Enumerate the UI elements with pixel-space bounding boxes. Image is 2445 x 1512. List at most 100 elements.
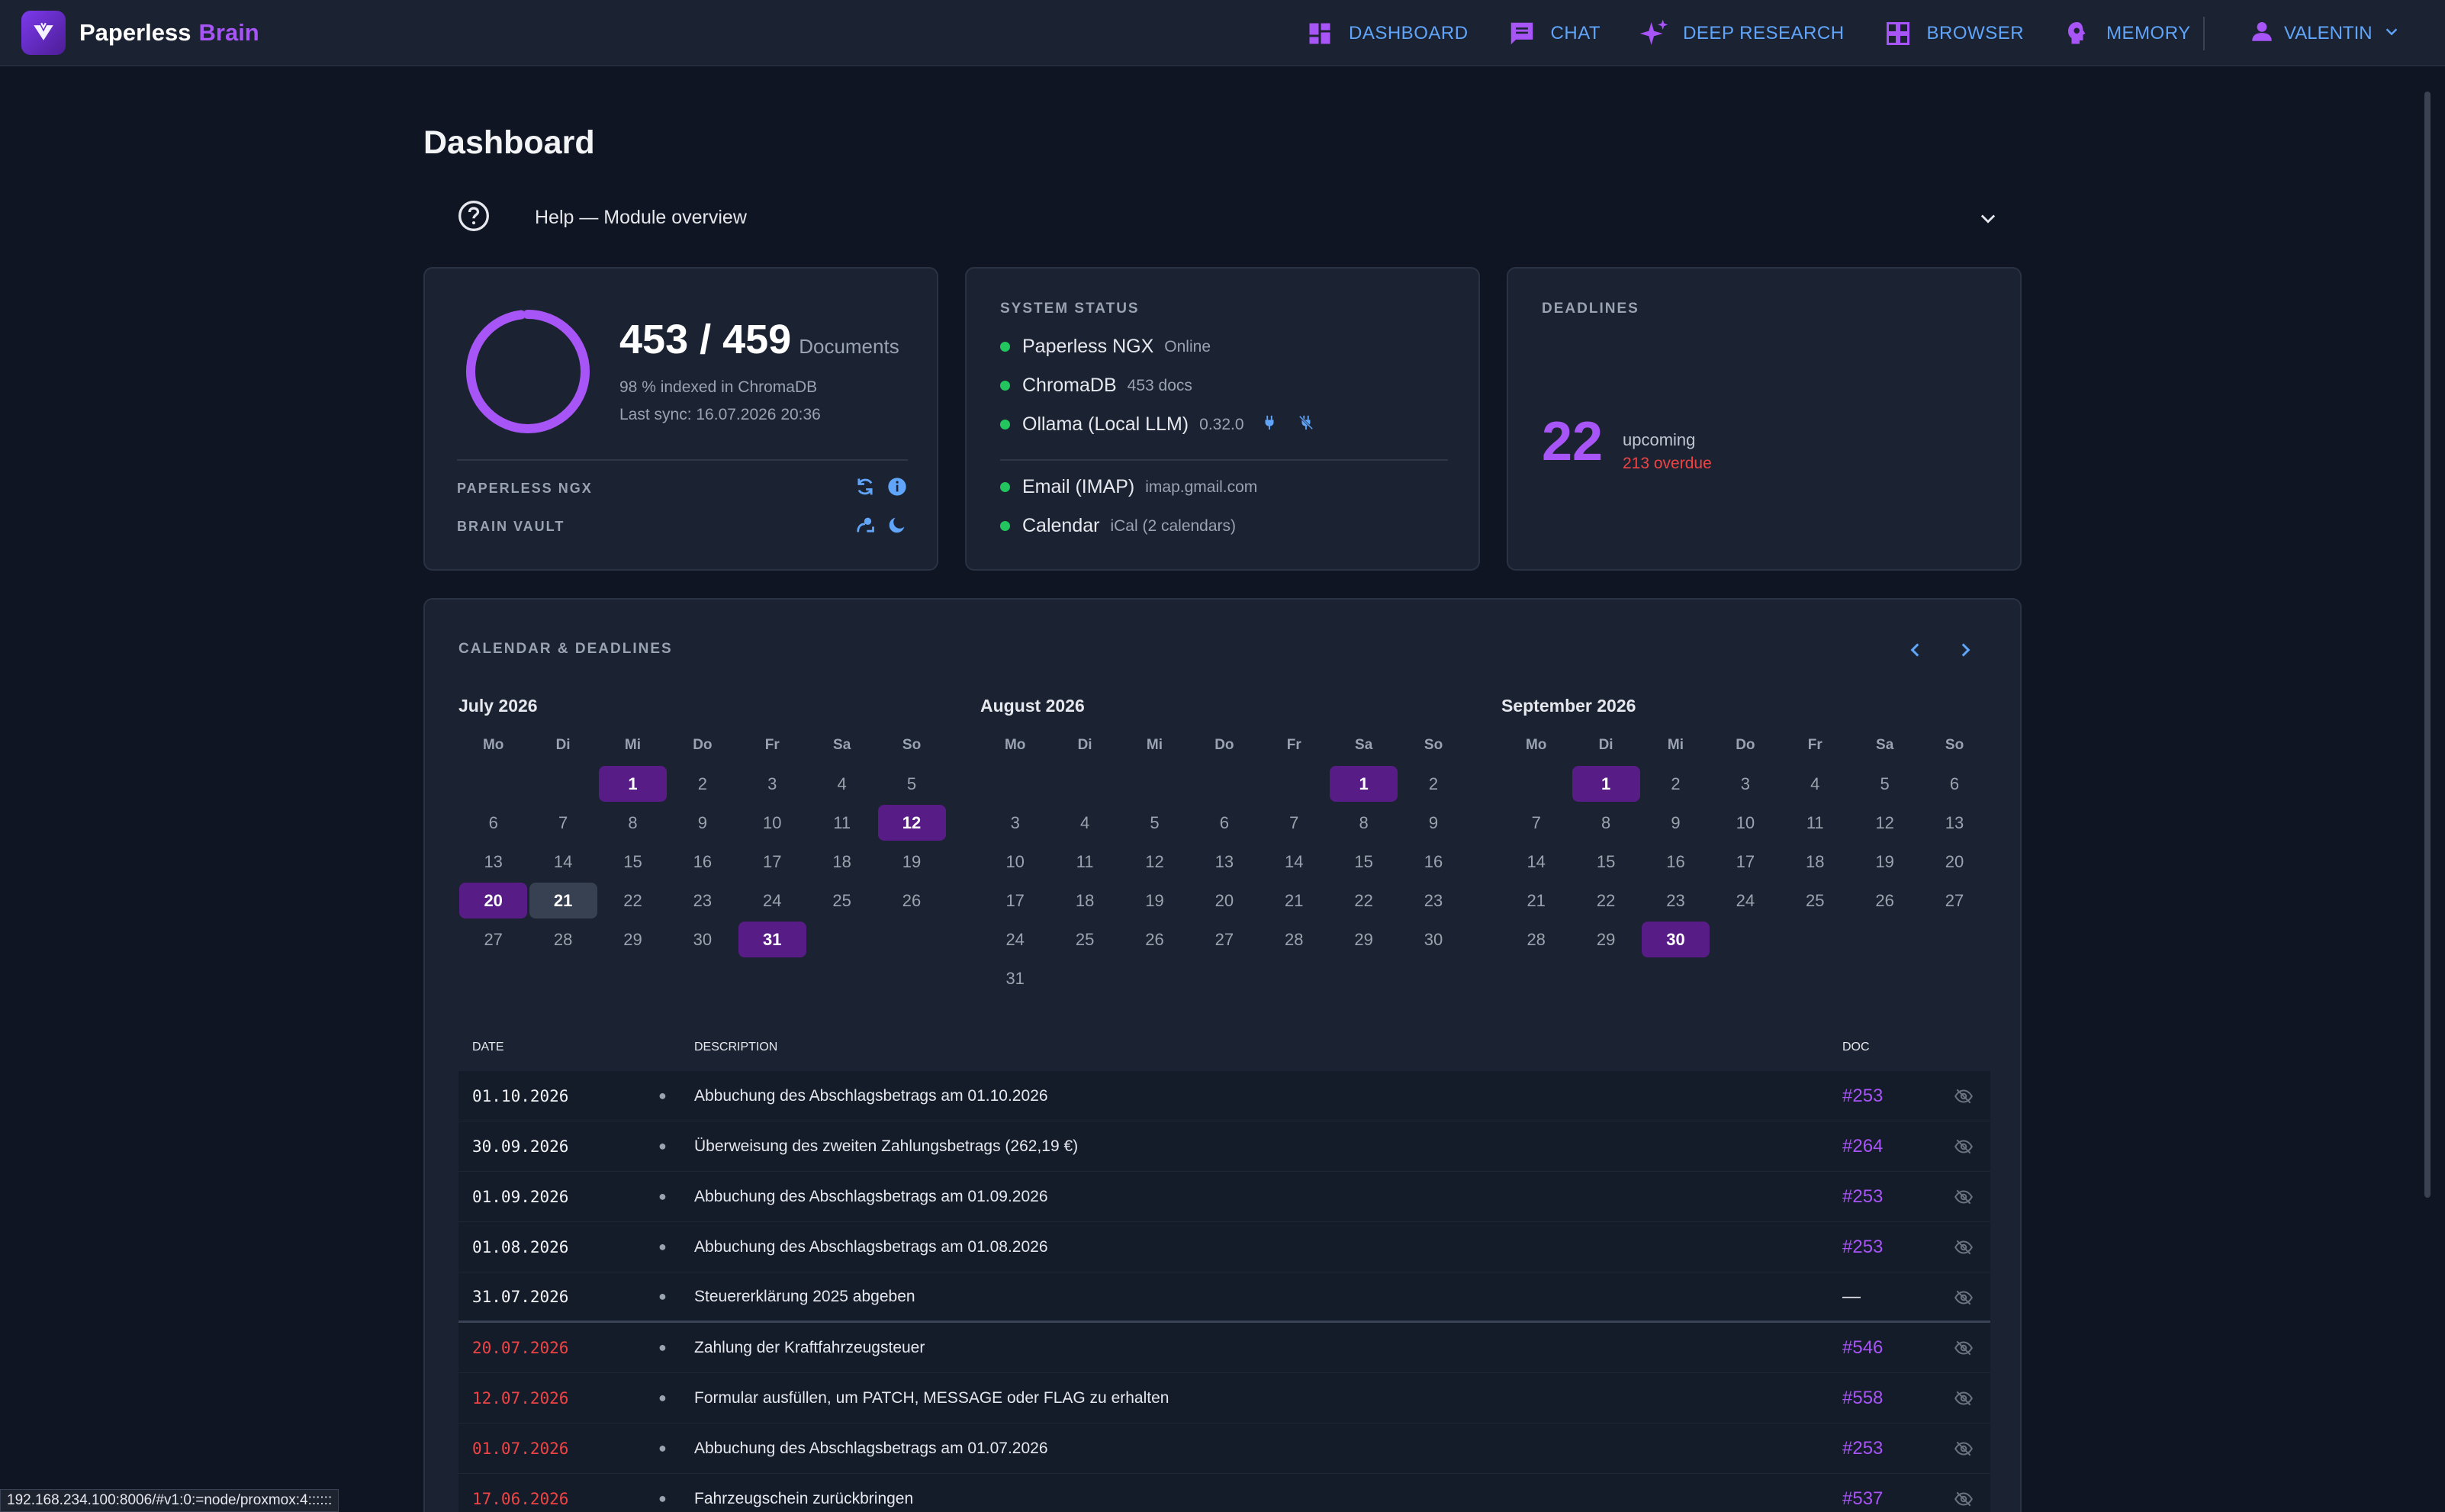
calendar-day[interactable]: 27 (1214, 930, 1234, 949)
calendar-day[interactable]: 22 (623, 891, 642, 910)
nav-deep-research[interactable]: DEEP RESEARCH (1637, 17, 1844, 50)
calendar-day[interactable]: 9 (1428, 813, 1439, 832)
calendar-day[interactable]: 7 (1531, 813, 1541, 832)
brand[interactable]: Paperless Brain (21, 10, 259, 55)
calendar-day[interactable]: 19 (1875, 852, 1894, 871)
calendar-day[interactable]: 29 (1354, 930, 1373, 949)
vault-sync-icon[interactable] (854, 514, 876, 539)
calendar-next-button[interactable] (1948, 633, 1982, 667)
calendar-day[interactable]: 26 (1145, 930, 1164, 949)
calendar-day[interactable]: 6 (488, 813, 498, 832)
calendar-day[interactable]: 15 (1596, 852, 1616, 871)
calendar-day[interactable]: 16 (693, 852, 713, 871)
calendar-day[interactable]: 11 (833, 813, 851, 832)
plug-off-icon[interactable] (1298, 414, 1314, 435)
calendar-day[interactable]: 1 (1571, 764, 1640, 803)
calendar-day[interactable]: 27 (1945, 891, 1964, 910)
calendar-day[interactable]: 3 (767, 774, 777, 793)
eye-off-icon[interactable] (1954, 1288, 1974, 1311)
calendar-day[interactable]: 31 (1005, 969, 1025, 988)
nav-memory[interactable]: MEMORY (2061, 17, 2191, 50)
calendar-day[interactable]: 15 (623, 852, 642, 871)
calendar-day[interactable]: 20 (1945, 852, 1964, 871)
eye-off-icon[interactable] (1954, 1137, 1974, 1160)
calendar-day[interactable]: 25 (1806, 891, 1825, 910)
calendar-day[interactable]: 7 (1289, 813, 1299, 832)
calendar-day[interactable]: 20 (458, 881, 528, 920)
eye-off-icon[interactable] (1954, 1338, 1974, 1362)
calendar-day[interactable]: 19 (902, 852, 922, 871)
calendar-day[interactable]: 12 (1145, 852, 1164, 871)
calendar-day[interactable]: 18 (1075, 891, 1095, 910)
calendar-day[interactable]: 5 (1150, 813, 1160, 832)
calendar-day[interactable]: 8 (1601, 813, 1611, 832)
calendar-day[interactable]: 10 (1736, 813, 1755, 832)
calendar-day[interactable]: 2 (697, 774, 707, 793)
calendar-day[interactable]: 24 (1736, 891, 1755, 910)
calendar-day[interactable]: 22 (1596, 891, 1616, 910)
doc-link[interactable]: #558 (1842, 1387, 1884, 1408)
calendar-day[interactable]: 28 (1527, 930, 1546, 949)
calendar-day[interactable]: 4 (1810, 774, 1820, 793)
calendar-day[interactable]: 24 (1005, 930, 1025, 949)
calendar-day[interactable]: 23 (1666, 891, 1685, 910)
calendar-day[interactable]: 4 (837, 774, 847, 793)
calendar-day[interactable]: 21 (1527, 891, 1546, 910)
calendar-day[interactable]: 29 (1596, 930, 1616, 949)
calendar-day[interactable]: 1 (598, 764, 668, 803)
calendar-day[interactable]: 14 (1527, 852, 1546, 871)
calendar-day[interactable]: 30 (693, 930, 713, 949)
doc-link[interactable]: #253 (1842, 1437, 1884, 1459)
calendar-day[interactable]: 7 (558, 813, 568, 832)
help-accordion[interactable]: Help — Module overview (423, 191, 2022, 244)
calendar-day[interactable]: 13 (1214, 852, 1234, 871)
calendar-day[interactable]: 23 (1424, 891, 1443, 910)
calendar-prev-button[interactable] (1899, 633, 1932, 667)
calendar-day[interactable]: 23 (693, 891, 713, 910)
calendar-day[interactable]: 31 (738, 920, 807, 959)
nav-chat[interactable]: CHAT (1505, 17, 1601, 50)
nav-dashboard[interactable]: DASHBOARD (1303, 17, 1469, 50)
calendar-day[interactable]: 21 (528, 881, 597, 920)
calendar-day[interactable]: 27 (484, 930, 503, 949)
doc-link[interactable]: #546 (1842, 1337, 1884, 1358)
calendar-day[interactable]: 12 (877, 803, 946, 842)
calendar-day[interactable]: 18 (832, 852, 851, 871)
calendar-day[interactable]: 29 (623, 930, 642, 949)
eye-off-icon[interactable] (1954, 1388, 1974, 1412)
calendar-day[interactable]: 11 (1806, 813, 1824, 832)
doc-link[interactable]: #253 (1842, 1085, 1884, 1106)
calendar-day[interactable]: 26 (902, 891, 922, 910)
calendar-day[interactable]: 8 (628, 813, 638, 832)
calendar-day[interactable]: 17 (1736, 852, 1755, 871)
calendar-day[interactable]: 14 (1285, 852, 1304, 871)
calendar-day[interactable]: 2 (1671, 774, 1681, 793)
calendar-day[interactable]: 4 (1079, 813, 1090, 832)
calendar-day[interactable]: 19 (1145, 891, 1164, 910)
calendar-day[interactable]: 12 (1875, 813, 1894, 832)
doc-link[interactable]: #537 (1842, 1488, 1884, 1509)
calendar-day[interactable]: 26 (1875, 891, 1894, 910)
calendar-day[interactable]: 13 (484, 852, 503, 871)
calendar-day[interactable]: 25 (832, 891, 851, 910)
calendar-day[interactable]: 16 (1666, 852, 1685, 871)
calendar-day[interactable]: 17 (1005, 891, 1025, 910)
calendar-day[interactable]: 10 (763, 813, 782, 832)
eye-off-icon[interactable] (1954, 1237, 1974, 1261)
calendar-day[interactable]: 21 (1285, 891, 1304, 910)
calendar-day[interactable]: 2 (1428, 774, 1439, 793)
eye-off-icon[interactable] (1954, 1439, 1974, 1462)
calendar-day[interactable]: 15 (1354, 852, 1373, 871)
calendar-day[interactable]: 30 (1641, 920, 1710, 959)
calendar-day[interactable]: 3 (1010, 813, 1020, 832)
doc-link[interactable]: #253 (1842, 1185, 1884, 1207)
calendar-day[interactable]: 20 (1214, 891, 1234, 910)
calendar-day[interactable]: 10 (1005, 852, 1025, 871)
page-scrollbar[interactable] (2424, 92, 2431, 1198)
calendar-day[interactable]: 6 (1219, 813, 1229, 832)
calendar-day[interactable]: 6 (1949, 774, 1960, 793)
calendar-day[interactable]: 3 (1740, 774, 1750, 793)
eye-off-icon[interactable] (1954, 1086, 1974, 1110)
info-icon[interactable] (886, 476, 908, 501)
calendar-day[interactable]: 28 (1285, 930, 1304, 949)
